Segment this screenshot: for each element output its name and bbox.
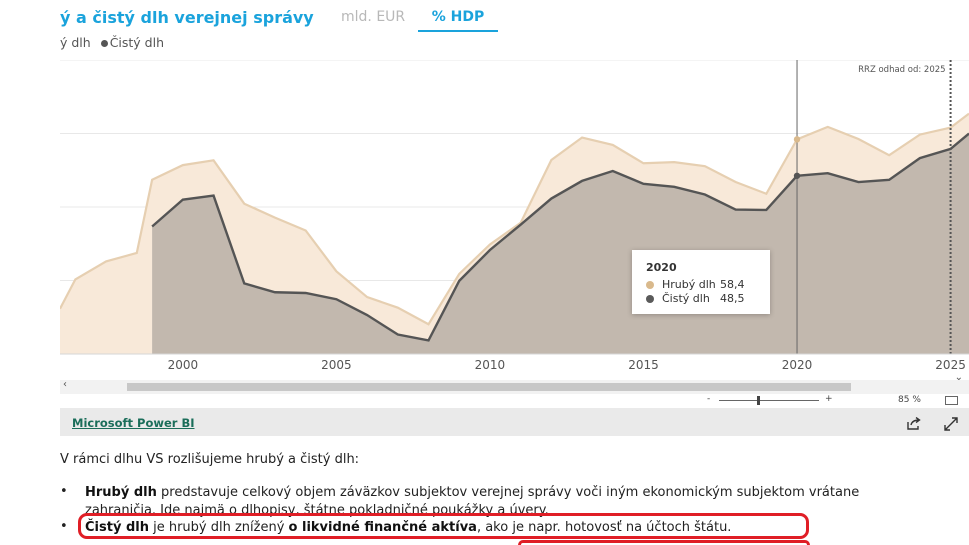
gross-debt-definition: predstavuje celkový objem záväzkov subje… bbox=[156, 485, 860, 500]
tooltip-row-gross: Hrubý dlh 58,4 bbox=[646, 278, 761, 291]
tooltip-gross-label: Hrubý dlh bbox=[662, 278, 716, 291]
legend-net-debt[interactable]: Čistý dlh bbox=[109, 35, 165, 50]
horizontal-scrollbar[interactable]: ‹ ⌄ bbox=[60, 372, 969, 394]
zoom-out-button[interactable]: - bbox=[707, 394, 711, 404]
bullet-marker: • bbox=[60, 484, 68, 499]
intro-paragraph: V rámci dlhu VS rozlišujeme hrubý a čist… bbox=[60, 452, 360, 467]
tooltip-net-dot bbox=[646, 295, 654, 303]
tooltip-gross-dot bbox=[646, 281, 654, 289]
x-tick-label: 2010 bbox=[475, 358, 506, 372]
scroll-left-arrow-icon[interactable]: ‹ bbox=[63, 379, 67, 390]
power-bi-footer: Microsoft Power BI bbox=[60, 408, 969, 436]
zoom-control: - + 85 % bbox=[705, 393, 969, 407]
fullscreen-expand-icon[interactable] bbox=[944, 417, 958, 431]
chart-legend: ý dlh Čistý dlh bbox=[60, 35, 164, 50]
tab-percent-gdp[interactable]: % HDP bbox=[418, 9, 498, 32]
gross-debt-term: Hrubý dlh bbox=[85, 485, 157, 500]
x-tick-label: 2005 bbox=[321, 358, 352, 372]
net-debt-definition-tail: , ako je napr. hotovosť na účtoch štátu. bbox=[476, 520, 732, 535]
power-bi-report: ý a čistý dlh verejnej správy mld. EUR %… bbox=[60, 0, 969, 440]
net-debt-term: Čistý dlh bbox=[85, 520, 149, 535]
scrollbar-thumb[interactable] bbox=[127, 383, 851, 391]
tab-mld-eur[interactable]: mld. EUR bbox=[341, 9, 406, 25]
chart-tooltip: 2020 Hrubý dlh 58,4 Čistý dlh 48,5 bbox=[632, 250, 770, 314]
red-highlight-box bbox=[78, 513, 809, 539]
bullet-net-debt-text: Čistý dlh je hrubý dlh znížený o likvidn… bbox=[85, 519, 955, 537]
zoom-slider-knob[interactable] bbox=[757, 396, 760, 405]
gross-debt-line bbox=[60, 112, 969, 326]
x-tick-label: 2015 bbox=[628, 358, 659, 372]
legend-gross-debt[interactable]: ý dlh bbox=[60, 35, 91, 50]
report-title: ý a čistý dlh verejnej správy bbox=[60, 8, 314, 27]
gross-debt-point-2020 bbox=[793, 136, 801, 143]
fit-to-page-icon[interactable] bbox=[945, 396, 958, 405]
x-tick-label: 2000 bbox=[168, 358, 199, 372]
net-debt-point-2020 bbox=[793, 172, 801, 179]
zoom-percent: 85 % bbox=[898, 395, 921, 405]
tooltip-row-net: Čistý dlh 48,5 bbox=[646, 292, 761, 305]
x-tick-label: 2025 bbox=[935, 358, 966, 372]
tooltip-year: 2020 bbox=[646, 261, 677, 274]
tooltip-net-label: Čistý dlh bbox=[662, 292, 710, 305]
bullet-marker: • bbox=[60, 519, 68, 534]
share-icon[interactable] bbox=[906, 417, 922, 431]
zoom-in-button[interactable]: + bbox=[825, 394, 833, 404]
net-debt-line bbox=[151, 132, 969, 342]
x-tick-label: 2020 bbox=[782, 358, 813, 372]
microsoft-power-bi-link[interactable]: Microsoft Power BI bbox=[72, 416, 195, 430]
net-debt-liquid-assets: o likvidné finančné aktíva bbox=[288, 520, 477, 535]
legend-net-dot bbox=[100, 39, 108, 47]
left-margin bbox=[0, 0, 60, 545]
red-highlight-box-partial bbox=[518, 540, 810, 545]
tooltip-gross-value: 58,4 bbox=[720, 278, 745, 291]
tooltip-net-value: 48,5 bbox=[720, 292, 745, 305]
scroll-down-arrow-icon[interactable]: ⌄ bbox=[954, 372, 963, 383]
net-debt-definition: je hrubý dlh znížený bbox=[148, 520, 289, 535]
zoom-slider-track[interactable] bbox=[719, 400, 819, 401]
estimate-annotation: RRZ odhad od: 2025 bbox=[858, 65, 945, 75]
